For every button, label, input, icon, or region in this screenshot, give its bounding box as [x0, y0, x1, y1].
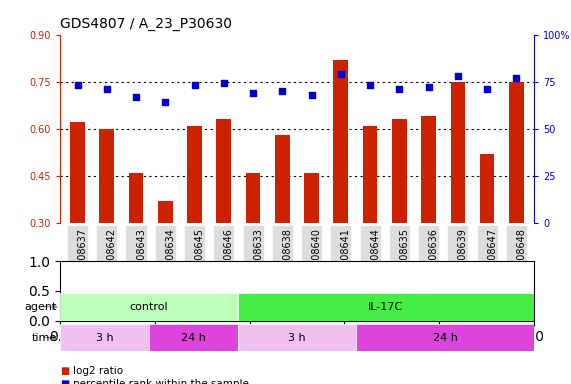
Text: 24 h: 24 h [433, 333, 457, 343]
Bar [356, 324, 534, 351]
Text: time: time [32, 333, 57, 343]
Point [307, 92, 316, 98]
Bar [70, 122, 85, 317]
Text: agent: agent [25, 302, 57, 312]
FancyBboxPatch shape [506, 225, 527, 290]
FancyBboxPatch shape [360, 225, 381, 290]
Text: GSM808644: GSM808644 [370, 228, 380, 287]
Point [102, 86, 111, 92]
Text: IL-17C: IL-17C [368, 302, 403, 312]
Bar [275, 135, 289, 317]
Text: GSM808640: GSM808640 [312, 228, 321, 287]
FancyBboxPatch shape [126, 225, 147, 290]
Text: GSM808637: GSM808637 [78, 228, 87, 287]
Text: GSM808641: GSM808641 [341, 228, 351, 287]
Text: percentile rank within the sample: percentile rank within the sample [73, 379, 248, 384]
Bar [60, 293, 238, 321]
Text: GSM808642: GSM808642 [107, 228, 116, 287]
Bar [99, 129, 114, 317]
Text: GSM808646: GSM808646 [224, 228, 234, 287]
Point [365, 82, 375, 88]
Point [336, 71, 345, 77]
FancyBboxPatch shape [418, 225, 439, 290]
FancyBboxPatch shape [447, 225, 468, 290]
Bar [333, 60, 348, 317]
FancyBboxPatch shape [243, 225, 264, 290]
Text: GDS4807 / A_23_P30630: GDS4807 / A_23_P30630 [60, 17, 232, 31]
Point [248, 90, 258, 96]
FancyBboxPatch shape [184, 225, 205, 290]
Bar [60, 324, 149, 351]
FancyBboxPatch shape [389, 225, 410, 290]
Text: GSM808633: GSM808633 [253, 228, 263, 287]
Bar [187, 126, 202, 317]
Text: 3 h: 3 h [95, 333, 113, 343]
Point [73, 82, 82, 88]
FancyBboxPatch shape [477, 225, 497, 290]
Bar [246, 172, 260, 317]
Text: 3 h: 3 h [288, 333, 305, 343]
Text: GSM808634: GSM808634 [165, 228, 175, 287]
Bar [149, 324, 238, 351]
FancyBboxPatch shape [96, 225, 117, 290]
Text: GSM808635: GSM808635 [399, 228, 409, 287]
FancyBboxPatch shape [213, 225, 234, 290]
Text: 24 h: 24 h [181, 333, 206, 343]
Text: GSM808643: GSM808643 [136, 228, 146, 287]
Point [278, 88, 287, 94]
Bar [158, 201, 172, 317]
Point [190, 82, 199, 88]
Text: ■: ■ [60, 379, 69, 384]
Point [512, 75, 521, 81]
FancyBboxPatch shape [272, 225, 293, 290]
Bar [451, 82, 465, 317]
Bar [392, 119, 407, 317]
Point [453, 73, 463, 79]
Bar [509, 82, 524, 317]
Text: GSM808645: GSM808645 [195, 228, 204, 287]
Bar [238, 293, 534, 321]
Bar [363, 126, 377, 317]
Text: GSM808636: GSM808636 [429, 228, 439, 287]
Text: GSM808648: GSM808648 [516, 228, 526, 287]
Bar [238, 324, 356, 351]
Text: control: control [130, 302, 168, 312]
Point [131, 94, 140, 100]
Point [424, 84, 433, 90]
Bar [304, 172, 319, 317]
Text: GSM808638: GSM808638 [282, 228, 292, 287]
Text: GSM808639: GSM808639 [458, 228, 468, 287]
Text: GSM808647: GSM808647 [487, 228, 497, 287]
FancyBboxPatch shape [301, 225, 322, 290]
Point [395, 86, 404, 92]
Bar [421, 116, 436, 317]
Text: ■: ■ [60, 366, 69, 376]
Point [482, 86, 492, 92]
Bar [128, 172, 143, 317]
Point [219, 80, 228, 86]
FancyBboxPatch shape [67, 225, 88, 290]
FancyBboxPatch shape [155, 225, 176, 290]
Bar [216, 119, 231, 317]
Bar [480, 154, 494, 317]
Point [160, 99, 170, 105]
FancyBboxPatch shape [330, 225, 351, 290]
Text: log2 ratio: log2 ratio [73, 366, 123, 376]
